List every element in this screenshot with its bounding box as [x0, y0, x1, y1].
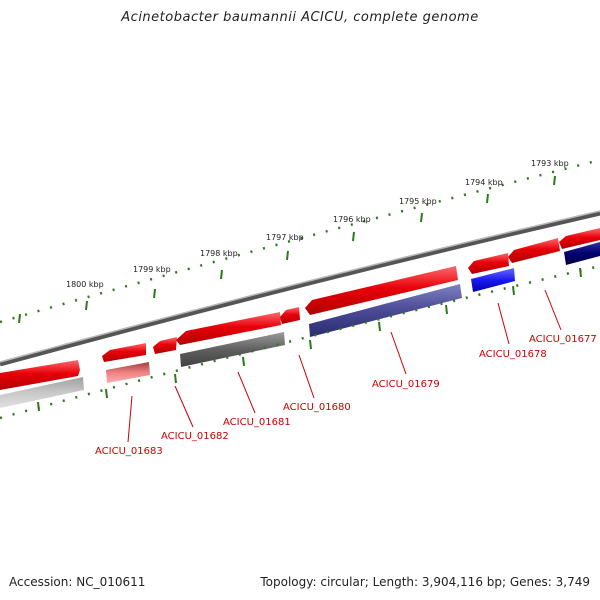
kbp-label: 1799 kbp	[133, 265, 171, 274]
kbp-label: 1798 kbp	[200, 249, 238, 258]
gene-arrow	[559, 228, 600, 249]
gene-label: ACICU_01679	[372, 379, 440, 390]
gene-label: ACICU_01680	[283, 402, 351, 413]
genome-backbone	[0, 210, 600, 367]
cds-block	[0, 377, 84, 408]
cds-block	[564, 242, 600, 265]
gene-label: ACICU_01677	[529, 334, 597, 345]
gene-label: ACICU_01681	[223, 417, 291, 428]
cds-block	[106, 362, 150, 383]
cds-block	[180, 332, 285, 367]
gene-label: ACICU_01683	[95, 446, 163, 457]
kbp-label: 1794 kbp	[465, 178, 503, 187]
gene-arrow	[0, 360, 80, 390]
gene-arrow	[102, 343, 146, 362]
gene-arrow	[176, 312, 281, 345]
kbp-label: 1793 kbp	[531, 159, 569, 168]
kbp-label: 1800 kbp	[66, 280, 104, 289]
inner-major-ticks	[37, 267, 582, 412]
forward-genes	[0, 228, 600, 390]
reverse-genes	[0, 242, 600, 408]
label-leaders	[127, 289, 562, 443]
accession-text: Accession: NC_010611	[9, 575, 146, 589]
scale-ring	[0, 158, 600, 324]
cds-block	[309, 284, 462, 337]
gene-label: ACICU_01678	[479, 349, 547, 360]
kbp-label: 1797 kbp	[266, 233, 304, 242]
gene-arrow	[280, 307, 300, 324]
cds-block	[471, 268, 515, 292]
gene-arrow	[153, 337, 177, 354]
kbp-label: 1796 kbp	[333, 215, 371, 224]
gene-label: ACICU_01682	[161, 431, 229, 442]
map-title: Acinetobacter baumannii ACICU, complete …	[121, 10, 479, 25]
genome-summary-text: Topology: circular; Length: 3,904,116 bp…	[260, 575, 590, 589]
gene-arrow	[508, 238, 560, 263]
gene-arrow	[305, 266, 458, 315]
scale-major-ticks	[18, 175, 556, 324]
kbp-label: 1795 kbp	[399, 197, 437, 206]
gene-arrow	[468, 253, 509, 274]
